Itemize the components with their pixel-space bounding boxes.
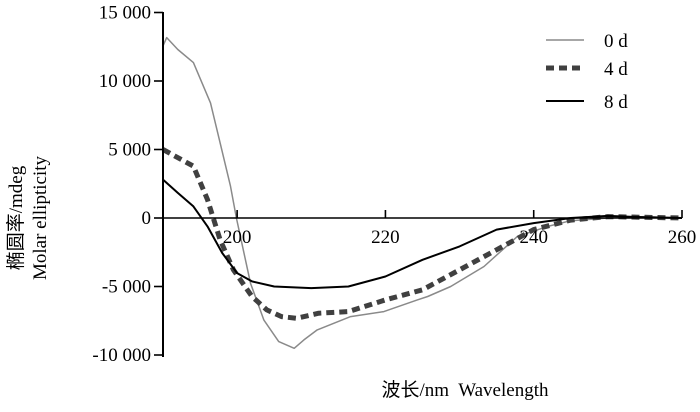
y-tick-label: -5 000 xyxy=(102,277,151,298)
legend-label: 8 d xyxy=(604,92,628,113)
legend: 0 d 4 d 8 d xyxy=(546,31,628,113)
series-line-0d xyxy=(162,36,683,350)
y-axis-title-cn: 椭圆率/mdeg xyxy=(5,165,27,270)
series-line-4d xyxy=(161,147,683,321)
legend-label: 4 d xyxy=(604,59,628,80)
y-axis-title: 椭圆率/mdeg Molar ellipticity xyxy=(5,156,51,281)
y-tick-label: 5 000 xyxy=(108,140,151,161)
series-layer xyxy=(161,36,683,350)
x-axis-title: 波长/nm Wavelength xyxy=(382,379,549,401)
x-tick-label: 260 xyxy=(668,227,697,248)
x-tick-label: 200 xyxy=(223,227,252,248)
y-tick-label: -10 000 xyxy=(92,345,151,366)
ticks-layer: 15 000 10 000 5 000 0 -5 000 -10 000 200 220 240… xyxy=(92,3,696,367)
legend-label: 0 d xyxy=(604,31,628,52)
x-tick-label: 220 xyxy=(371,227,400,248)
axes-layer xyxy=(162,12,682,357)
y-tick-label: 10 000 xyxy=(99,71,151,92)
y-tick-label: 15 000 xyxy=(99,3,151,24)
y-axis-title-en: Molar ellipticity xyxy=(30,156,51,281)
y-tick-label: 0 xyxy=(142,208,152,229)
x-tick-label: 240 xyxy=(519,227,548,248)
